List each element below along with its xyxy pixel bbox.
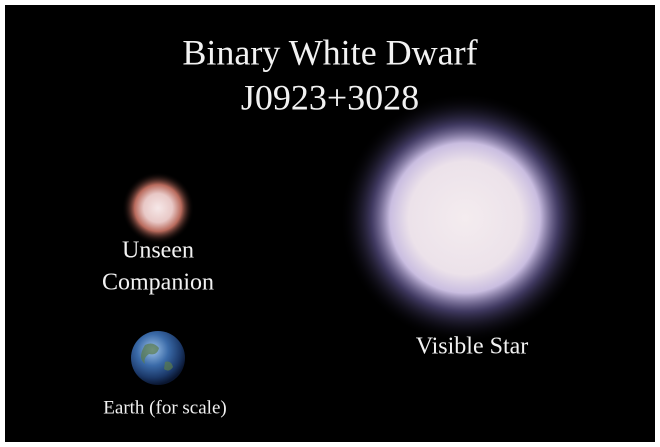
companion-star: [122, 172, 194, 244]
title-line: Binary White Dwarf: [182, 32, 477, 72]
visible-star: [340, 93, 590, 343]
companion-label: Companion: [102, 270, 214, 296]
companion-label: Unseen: [122, 238, 194, 264]
illustration: Binary White Dwarf J0923+3028 Unseen Com…: [0, 0, 660, 447]
earth: [131, 331, 185, 385]
earth-label: Earth (for scale): [103, 397, 226, 418]
title-line: J0923+3028: [241, 77, 419, 117]
visible-star-label: Visible Star: [416, 334, 529, 360]
